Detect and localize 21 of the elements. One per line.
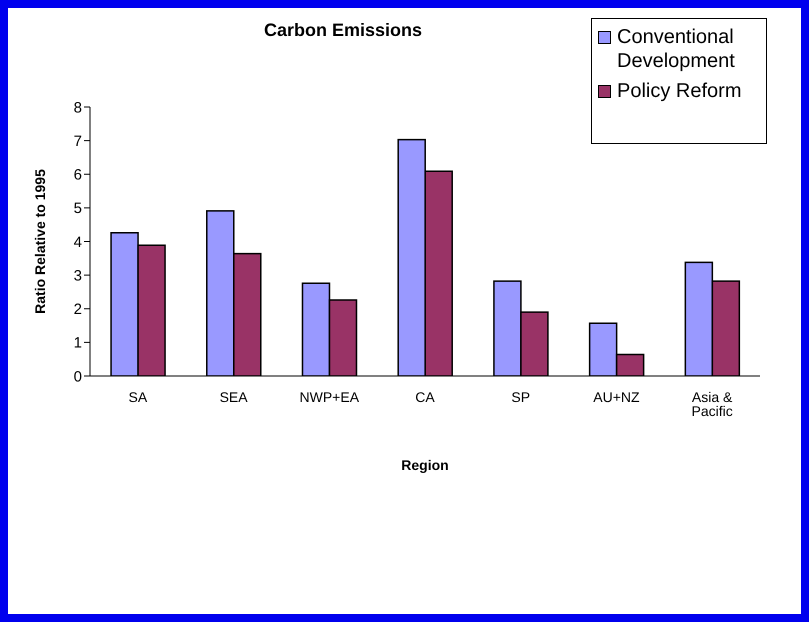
y-tick-label: 0 — [74, 368, 82, 386]
y-tick-label: 7 — [74, 132, 82, 150]
x-tick-label: NWP+EA — [300, 388, 360, 405]
x-tick-label: AU+NZ — [593, 388, 640, 405]
y-tick-label: 5 — [74, 200, 82, 218]
x-tick-label: SA — [128, 388, 148, 405]
x-tick-label: SP — [511, 388, 530, 405]
y-tick-label: 2 — [74, 301, 82, 318]
legend-label: Policy Reform — [617, 79, 742, 103]
y-tick-label: 8 — [74, 99, 82, 116]
legend-label: Conventional Development — [617, 25, 736, 73]
y-tick-label: 6 — [74, 166, 82, 184]
y-tick-label: 1 — [74, 334, 82, 352]
y-axis-title: Ratio Relative to 1995 — [32, 168, 48, 314]
x-tick-label: SEA — [220, 388, 248, 405]
x-tick-label: CA — [415, 388, 436, 405]
y-tick-label: 3 — [74, 267, 82, 284]
x-axis-title: Region — [401, 457, 449, 473]
chart-title: Carbon Emissions — [262, 20, 424, 41]
y-tick-label: 4 — [74, 234, 82, 251]
x-tick-label: Asia & Pacific — [692, 388, 734, 419]
